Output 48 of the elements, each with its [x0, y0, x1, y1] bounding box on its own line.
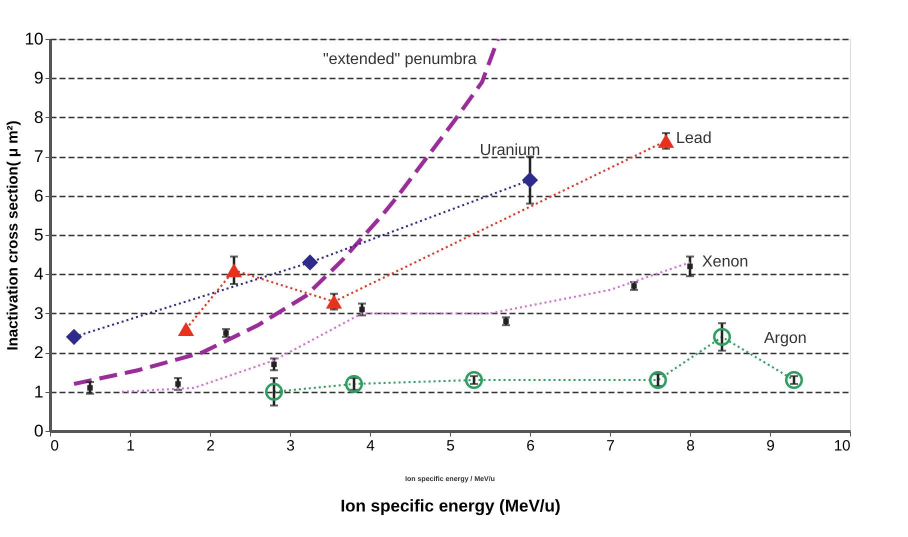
y-tick-label: 0 — [34, 422, 44, 440]
series-label: Lead — [676, 130, 712, 147]
point — [522, 172, 538, 188]
point — [178, 322, 194, 336]
x-axis-title: Ion specific energy (MeV/u) — [340, 496, 561, 516]
x-tick-label: 6 — [526, 438, 535, 454]
point — [649, 371, 667, 390]
x-tick-label: 1 — [126, 438, 135, 454]
series-label: Xenon — [702, 253, 748, 270]
x-tick-label: 9 — [766, 438, 775, 454]
y-tick-label: 6 — [34, 186, 44, 206]
x-tick-label: 0 — [50, 438, 59, 454]
point — [66, 328, 82, 345]
y-tick-label: 2 — [34, 343, 44, 362]
y-tick-label: 1 — [34, 382, 44, 402]
point — [175, 381, 181, 387]
point — [271, 362, 277, 368]
line-series — [121, 261, 691, 393]
point — [713, 328, 731, 346]
y-tick-label: 9 — [34, 68, 44, 88]
series-label: Argon — [764, 330, 807, 348]
series-label: Uranium — [480, 142, 540, 160]
point — [359, 306, 365, 312]
x-tick-label: 10 — [834, 438, 850, 454]
point — [265, 382, 283, 401]
y-tick-label: 3 — [34, 304, 44, 323]
x-tick-label: 5 — [446, 438, 455, 454]
y-tick-label: 10 — [24, 30, 44, 48]
y-tick-label: 4 — [34, 264, 44, 284]
y-tick-label: 5 — [34, 226, 44, 244]
point — [465, 371, 483, 390]
y-tick-label: 7 — [34, 147, 44, 166]
point — [345, 374, 363, 393]
x-tick-label: 8 — [686, 438, 695, 454]
y-axis-title: Inactivation cross section( μ m²) — [4, 120, 22, 351]
y-tick-label: 8 — [34, 108, 44, 127]
x-tick-label: 7 — [606, 438, 615, 454]
point — [87, 385, 93, 391]
point — [326, 294, 342, 309]
x-tick-label: 4 — [366, 438, 375, 454]
point — [226, 263, 242, 278]
x-tick-label: 3 — [286, 438, 295, 454]
point — [687, 264, 693, 270]
point — [658, 134, 674, 148]
x-tick-label: 2 — [206, 438, 215, 454]
point — [785, 371, 803, 390]
point — [302, 254, 318, 270]
series-label: "extended" penumbra — [323, 51, 477, 68]
